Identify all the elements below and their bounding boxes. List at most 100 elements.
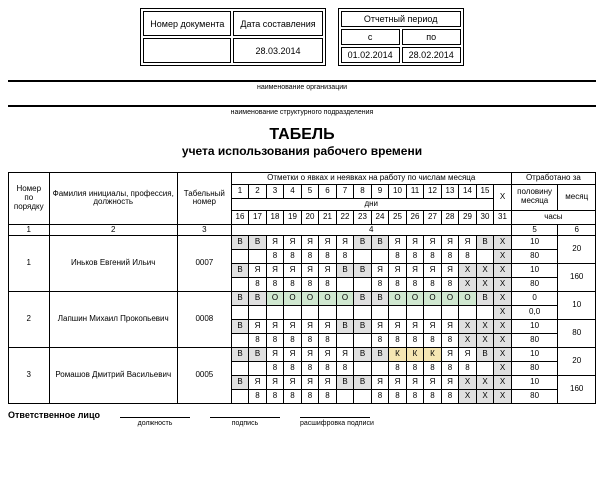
mark-cell: 8 bbox=[284, 362, 302, 376]
period-from-value: 01.02.2014 bbox=[341, 47, 400, 63]
day-header: 30 bbox=[476, 210, 494, 224]
mark-cell bbox=[231, 306, 249, 320]
col-num: Номер по порядку bbox=[9, 173, 50, 225]
mark-cell: В bbox=[249, 236, 267, 250]
doc-num-value bbox=[143, 38, 231, 63]
mark-cell: 8 bbox=[406, 278, 424, 292]
mark-cell bbox=[249, 306, 267, 320]
mark-cell: 8 bbox=[249, 278, 267, 292]
mark-cell bbox=[354, 334, 372, 348]
month-cell: 160 bbox=[558, 376, 596, 404]
mark-cell bbox=[459, 306, 477, 320]
day-header: 18 bbox=[266, 210, 284, 224]
mark-cell: Я bbox=[424, 376, 442, 390]
mark-cell bbox=[301, 306, 319, 320]
day-header: 22 bbox=[336, 210, 354, 224]
mark-cell: О bbox=[424, 292, 442, 306]
day-header: 3 bbox=[266, 184, 284, 198]
title-sub: учета использования рабочего времени bbox=[8, 144, 596, 158]
mark-cell: Я bbox=[301, 236, 319, 250]
footer-resp: Ответственное лицо bbox=[8, 410, 100, 427]
mark-cell: 8 bbox=[406, 334, 424, 348]
mark-cell: В bbox=[371, 292, 389, 306]
mark-cell: В bbox=[249, 292, 267, 306]
day-header: 1 bbox=[231, 184, 249, 198]
mark-cell: Х bbox=[459, 390, 477, 404]
day-header: 21 bbox=[319, 210, 337, 224]
footer: Ответственное лицо должность подпись рас… bbox=[8, 410, 596, 427]
row-tabnum: 0007 bbox=[177, 236, 231, 292]
mark-cell: Я bbox=[389, 264, 407, 278]
mark-cell bbox=[231, 362, 249, 376]
day-header: 15 bbox=[476, 184, 494, 198]
mark-cell: В bbox=[231, 348, 249, 362]
day-header: 11 bbox=[406, 184, 424, 198]
mark-cell bbox=[319, 306, 337, 320]
mark-cell: 8 bbox=[336, 362, 354, 376]
dept-caption: наименование структурного подразделения bbox=[8, 109, 596, 116]
mark-cell: 8 bbox=[284, 390, 302, 404]
mark-cell: В bbox=[371, 348, 389, 362]
period-from-label: с bbox=[341, 29, 400, 45]
mark-cell: 8 bbox=[459, 362, 477, 376]
half-cell: 80 bbox=[511, 390, 558, 404]
col-tabnum: Табельный номер bbox=[177, 173, 231, 225]
mark-cell: 8 bbox=[319, 390, 337, 404]
doc-header: Номер документа Дата составления 28.03.2… bbox=[8, 8, 596, 66]
dept-rule bbox=[8, 105, 596, 107]
mark-cell: Я bbox=[319, 236, 337, 250]
mark-cell: 8 bbox=[441, 250, 459, 264]
mark-cell: Я bbox=[319, 320, 337, 334]
colnum-6: 6 bbox=[558, 224, 596, 236]
mark-cell: 8 bbox=[319, 278, 337, 292]
colnum-2: 2 bbox=[49, 224, 177, 236]
mark-cell: 8 bbox=[389, 250, 407, 264]
mark-cell bbox=[389, 306, 407, 320]
day-header: 26 bbox=[406, 210, 424, 224]
mark-cell: Я bbox=[371, 376, 389, 390]
mark-cell: 8 bbox=[249, 390, 267, 404]
day-header: 14 bbox=[459, 184, 477, 198]
mark-cell: В bbox=[231, 236, 249, 250]
mark-cell: 8 bbox=[336, 250, 354, 264]
sig-sign-line bbox=[210, 417, 280, 418]
mark-cell: В bbox=[354, 348, 372, 362]
day-header: 12 bbox=[424, 184, 442, 198]
day-header: 23 bbox=[354, 210, 372, 224]
mark-cell bbox=[371, 250, 389, 264]
mark-cell: Х bbox=[494, 348, 512, 362]
mark-cell: Х bbox=[459, 320, 477, 334]
mark-cell: О bbox=[406, 292, 424, 306]
mark-cell bbox=[476, 250, 494, 264]
mark-cell: Я bbox=[336, 236, 354, 250]
mark-cell: Я bbox=[371, 320, 389, 334]
mark-cell: 8 bbox=[389, 362, 407, 376]
day-header: 10 bbox=[389, 184, 407, 198]
half-cell: 0 bbox=[511, 292, 558, 306]
month-cell: 20 bbox=[558, 348, 596, 376]
mark-cell: 8 bbox=[301, 250, 319, 264]
day-header: 8 bbox=[354, 184, 372, 198]
half-cell: 10 bbox=[511, 264, 558, 278]
mark-cell: О bbox=[459, 292, 477, 306]
day-header: 6 bbox=[319, 184, 337, 198]
half-cell: 10 bbox=[511, 236, 558, 250]
mark-cell: 8 bbox=[424, 250, 442, 264]
mark-cell: Х bbox=[476, 278, 494, 292]
mark-cell bbox=[354, 362, 372, 376]
mark-cell: 8 bbox=[441, 390, 459, 404]
colnum-5: 5 bbox=[511, 224, 558, 236]
mark-cell bbox=[476, 362, 494, 376]
doc-meta-table: Номер документа Дата составления 28.03.2… bbox=[140, 8, 325, 66]
half-cell: 0,0 bbox=[511, 306, 558, 320]
mark-cell: 8 bbox=[389, 334, 407, 348]
col-worked: Отработано за bbox=[511, 173, 595, 185]
mark-cell: К bbox=[389, 348, 407, 362]
mark-cell: Х bbox=[459, 278, 477, 292]
row-fio: Лапшин Михаил Прокопьевич bbox=[49, 292, 177, 348]
mark-cell bbox=[476, 306, 494, 320]
mark-cell: Я bbox=[284, 264, 302, 278]
col-month: месяц bbox=[558, 184, 596, 210]
mark-cell bbox=[406, 306, 424, 320]
mark-cell: 8 bbox=[389, 278, 407, 292]
